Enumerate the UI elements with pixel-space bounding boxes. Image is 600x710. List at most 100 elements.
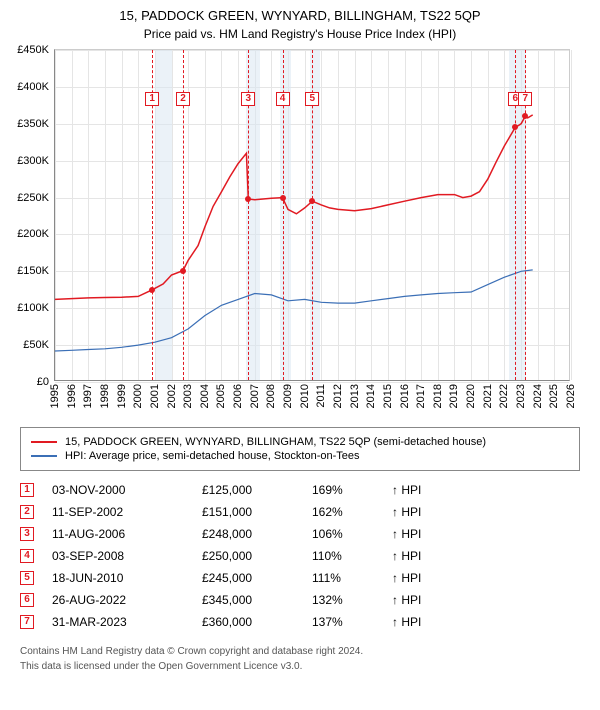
x-axis-label: 2015 <box>382 384 394 408</box>
sale-pct: 110% <box>312 549 392 563</box>
sale-row: 731-MAR-2023£360,000137%↑ HPI <box>20 611 580 633</box>
y-axis-label: £200K <box>17 228 49 240</box>
sale-suffix: ↑ HPI <box>392 571 421 585</box>
sale-pct: 162% <box>312 505 392 519</box>
x-axis-label: 2006 <box>232 384 244 408</box>
sale-row: 4 03-SEP-2008£250,000110%↑ HPI <box>20 545 580 567</box>
y-axis-label: £300K <box>17 155 49 167</box>
sale-dot <box>180 268 186 274</box>
x-axis-label: 2012 <box>332 384 344 408</box>
sale-price: £125,000 <box>202 483 312 497</box>
x-axis-label: 2025 <box>548 384 560 408</box>
sale-date: 31-MAR-2023 <box>52 615 202 629</box>
x-axis-label: 2004 <box>199 384 211 408</box>
sale-price: £248,000 <box>202 527 312 541</box>
chart-title: 15, PADDOCK GREEN, WYNYARD, BILLINGHAM, … <box>0 0 600 23</box>
x-axis-label: 1999 <box>116 384 128 408</box>
x-axis-label: 2017 <box>415 384 427 408</box>
property-line <box>55 115 533 300</box>
x-axis-label: 2014 <box>365 384 377 408</box>
sale-pct: 106% <box>312 527 392 541</box>
sale-marker: 2 <box>176 92 190 106</box>
sale-suffix: ↑ HPI <box>392 549 421 563</box>
x-axis-label: 2011 <box>315 384 327 408</box>
sale-row: 626-AUG-2022£345,000132%↑ HPI <box>20 589 580 611</box>
y-axis-label: £150K <box>17 265 49 277</box>
sale-row-marker: 3 <box>20 527 34 541</box>
sale-price: £360,000 <box>202 615 312 629</box>
chart-subtitle: Price paid vs. HM Land Registry's House … <box>0 23 600 47</box>
gridline-h <box>55 382 569 383</box>
sale-price: £250,000 <box>202 549 312 563</box>
x-axis-label: 2008 <box>265 384 277 408</box>
y-axis-label: £450K <box>17 44 49 56</box>
sale-dot <box>309 198 315 204</box>
sale-date: 11-SEP-2002 <box>52 505 202 519</box>
legend: 15, PADDOCK GREEN, WYNYARD, BILLINGHAM, … <box>20 427 580 471</box>
x-axis-label: 2022 <box>498 384 510 408</box>
sale-row-marker: 4 <box>20 549 34 563</box>
sale-row-marker: 7 <box>20 615 34 629</box>
sale-marker: 3 <box>241 92 255 106</box>
sale-row: 103-NOV-2000£125,000169%↑ HPI <box>20 479 580 501</box>
x-axis-label: 2002 <box>166 384 178 408</box>
sale-date: 11-AUG-2006 <box>52 527 202 541</box>
sale-date: 03-NOV-2000 <box>52 483 202 497</box>
sale-dot <box>512 124 518 130</box>
x-axis-label: 1995 <box>49 384 61 408</box>
sale-row: 518-JUN-2010£245,000111%↑ HPI <box>20 567 580 589</box>
sale-row-marker: 2 <box>20 505 34 519</box>
sale-suffix: ↑ HPI <box>392 527 421 541</box>
y-axis-label: £0 <box>37 376 49 388</box>
gridline-v <box>571 50 572 380</box>
plot-border: £0£50K£100K£150K£200K£250K£300K£350K£400… <box>54 49 570 381</box>
x-axis-label: 2023 <box>515 384 527 408</box>
sale-date: 26-AUG-2022 <box>52 593 202 607</box>
legend-swatch <box>31 455 57 457</box>
y-axis-label: £350K <box>17 118 49 130</box>
sale-marker: 5 <box>305 92 319 106</box>
sale-row-marker: 6 <box>20 593 34 607</box>
x-axis-label: 2010 <box>299 384 311 408</box>
legend-label: HPI: Average price, semi-detached house,… <box>65 450 360 462</box>
sale-pct: 132% <box>312 593 392 607</box>
sale-price: £245,000 <box>202 571 312 585</box>
x-axis-label: 2019 <box>448 384 460 408</box>
sale-row: 2 11-SEP-2002£151,000162%↑ HPI <box>20 501 580 523</box>
x-axis-label: 2000 <box>132 384 144 408</box>
hpi-line <box>55 270 533 351</box>
sale-dot <box>522 113 528 119</box>
x-axis-label: 2001 <box>149 384 161 408</box>
x-axis-label: 2016 <box>399 384 411 408</box>
sale-pct: 111% <box>312 571 392 585</box>
sales-table: 103-NOV-2000£125,000169%↑ HPI211-SEP-200… <box>20 479 580 633</box>
chart-area: £0£50K£100K£150K£200K£250K£300K£350K£400… <box>54 49 570 381</box>
sale-date: 03-SEP-2008 <box>52 549 202 563</box>
legend-label: 15, PADDOCK GREEN, WYNYARD, BILLINGHAM, … <box>65 436 486 448</box>
y-axis-label: £50K <box>23 339 49 351</box>
footnote-line: This data is licensed under the Open Gov… <box>20 660 580 673</box>
x-axis-label: 2005 <box>215 384 227 408</box>
x-axis-label: 1998 <box>99 384 111 408</box>
sale-dot <box>245 196 251 202</box>
y-axis-label: £400K <box>17 81 49 93</box>
sale-marker: 7 <box>518 92 532 106</box>
legend-item: HPI: Average price, semi-detached house,… <box>31 450 569 462</box>
sale-suffix: ↑ HPI <box>392 505 421 519</box>
x-axis-label: 2007 <box>249 384 261 408</box>
x-axis-label: 2003 <box>182 384 194 408</box>
footnote-line: Contains HM Land Registry data © Crown c… <box>20 645 580 658</box>
y-axis-label: £100K <box>17 302 49 314</box>
footnote: Contains HM Land Registry data © Crown c… <box>20 645 580 673</box>
sale-marker: 1 <box>145 92 159 106</box>
sale-suffix: ↑ HPI <box>392 615 421 629</box>
sale-price: £345,000 <box>202 593 312 607</box>
x-axis-label: 1997 <box>82 384 94 408</box>
sale-row-marker: 1 <box>20 483 34 497</box>
sale-row-marker: 5 <box>20 571 34 585</box>
sale-dot <box>280 195 286 201</box>
sale-price: £151,000 <box>202 505 312 519</box>
x-axis-label: 1996 <box>66 384 78 408</box>
x-axis-label: 2021 <box>482 384 494 408</box>
sale-marker: 4 <box>276 92 290 106</box>
